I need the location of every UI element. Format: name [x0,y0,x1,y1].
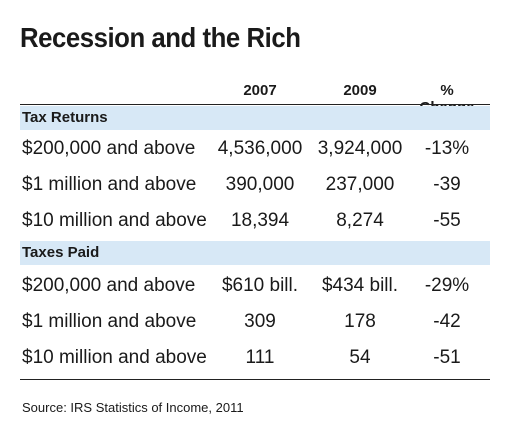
section-label-tax-returns: Tax Returns [22,109,108,126]
table-row: $10 million and above 18,394 8,274 -55 [0,203,512,239]
cell-change: -13% [424,138,470,159]
cell-2007: 4,536,000 [217,138,303,159]
table-row: $1 million and above 309 178 -42 [0,304,512,340]
cell-2009: 8,274 [336,210,384,231]
cell-2009: 178 [344,311,376,332]
row-label: $10 million and above [22,347,207,368]
row-label: $1 million and above [22,311,197,332]
cell-change: -55 [433,210,461,231]
section-label-taxes-paid: Taxes Paid [22,244,100,261]
cell-2009: 54 [349,347,371,368]
cell-2007: 18,394 [230,210,290,231]
column-header-2007: 2007 [243,82,277,99]
section-band-tax-returns: Tax Returns [20,106,490,130]
row-label: $1 million and above [22,174,197,195]
column-header-2009: 2009 [343,82,377,99]
cell-change: -51 [433,347,461,368]
row-label: $200,000 and above [22,275,196,296]
cell-2009: 3,924,000 [317,138,403,159]
table-row: $200,000 and above $610 bill. $434 bill.… [0,268,512,304]
table-row: $200,000 and above 4,536,000 3,924,000 -… [0,131,512,167]
table-row: $10 million and above 111 54 -51 [0,340,512,376]
cell-2007: 111 [245,347,275,368]
source-note: Source: IRS Statistics of Income, 2011 [22,400,244,415]
cell-2007: 309 [244,311,276,332]
chart-title: Recession and the Rich [20,22,301,53]
header-rule [20,104,490,105]
row-label: $10 million and above [22,210,207,231]
cell-2009: 237,000 [325,174,395,195]
cell-change: -29% [424,275,470,296]
cell-2009: $434 bill. [321,275,399,296]
row-label: $200,000 and above [22,138,196,159]
cell-2007: 390,000 [225,174,295,195]
cell-change: -42 [433,311,461,332]
cell-2007: $610 bill. [221,275,299,296]
bottom-rule [20,379,490,380]
cell-change: -39 [433,174,461,195]
table-row: $1 million and above 390,000 237,000 -39 [0,167,512,203]
section-band-taxes-paid: Taxes Paid [20,241,490,265]
